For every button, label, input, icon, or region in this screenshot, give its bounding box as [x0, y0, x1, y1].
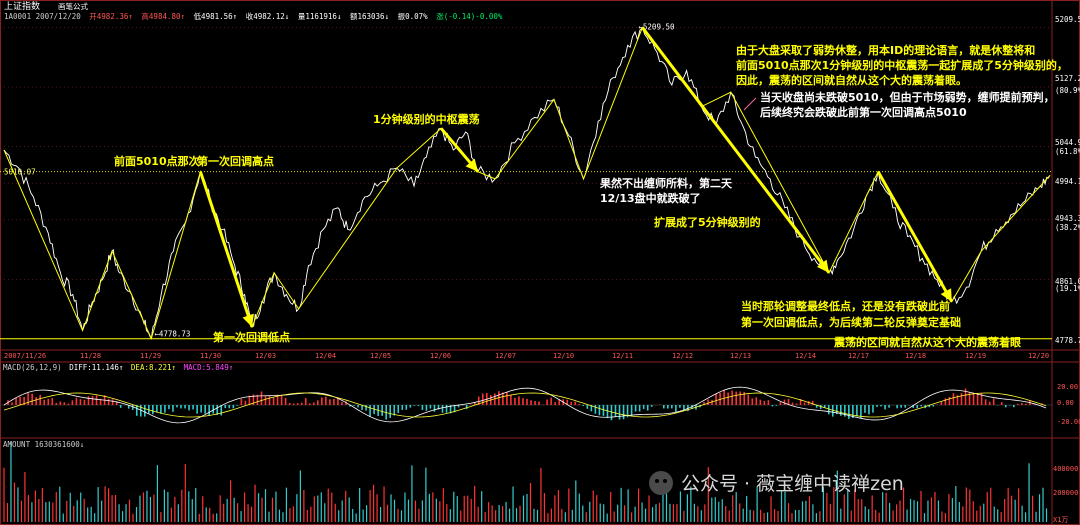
axis-tick-7: (38.2%) [1055, 223, 1080, 232]
macd-tick-2: -20.00 [1057, 418, 1080, 426]
axis-tick-0: 5209.5 [1055, 15, 1080, 24]
date-label-4: 12/03 [255, 352, 276, 360]
annotation-a7: 因此，震荡的区间就自然从这个大的震荡着眼。 [736, 73, 967, 87]
macd-tick-1: 0.00 [1057, 399, 1074, 407]
date-label-3: 11/30 [200, 352, 221, 360]
annotation-a12: 扩展成了5分钟级别的 [654, 215, 761, 229]
stroke-segments [3, 26, 1051, 340]
high-value: 高4984.80↑ [141, 11, 185, 21]
wechat-icon [649, 471, 673, 495]
peak-label: ←5209.50 [638, 23, 675, 32]
date-label-11: 12/12 [672, 352, 693, 360]
macd-tick-0: 20.00 [1057, 383, 1078, 391]
annotation-a8: 当天收盘尚未跌破5010，但由于市场弱势，缠师提前预判， [760, 90, 1055, 104]
range-value: 振0.07% [398, 11, 429, 21]
index-title: 上证指数 [4, 0, 40, 12]
annotation-a1: 前面5010点那次 [114, 154, 200, 168]
trend-arrowhead-2 [816, 259, 830, 273]
annotation-a10: 果然不出缠师所料，第二天 [599, 176, 733, 190]
date-label-12: 12/13 [730, 352, 751, 360]
date-label-7: 12/06 [430, 352, 451, 360]
date-label-8: 12/07 [495, 352, 516, 360]
axis-tick-10: 4778.7 [1055, 336, 1080, 345]
axis-tick-4: (61.8%) [1055, 147, 1080, 156]
macd-diff-line [3, 386, 1047, 424]
formula-label: 画笔公式 [58, 1, 88, 11]
annotation-a2: 第一次回调高点 [197, 154, 274, 168]
header: 上证指数 画笔公式 1A0001 2007/12/20 开4982.36↑ 高4… [4, 0, 503, 21]
volume-value: 量1161916↓ [298, 12, 342, 21]
volume-tick-1: 200000 [1053, 489, 1078, 497]
amount-header: AMOUNT 1630361600↓ [3, 440, 84, 449]
annotation-a15: 震荡的区间就自然从这个大的震荡着眼 [833, 335, 1021, 349]
quote-line: 1A0001 2007/12/20 开4982.36↑ 高4984.80↑ 低4… [4, 11, 503, 21]
axis-tick-2: (80.9%) [1055, 86, 1080, 95]
annotation-a14: 第一次回调低点，为后续第二轮反弹奠定基础 [741, 315, 961, 329]
trend-arrows [3, 26, 1051, 340]
code-date: 1A0001 2007/12/20 [4, 12, 81, 21]
annotation-a4: 1分钟级别的中枢震荡 [373, 112, 480, 126]
date-label-1: 11/28 [80, 352, 101, 360]
date-label-10: 12/11 [612, 352, 633, 360]
date-label-0: 2007/11/26 [4, 352, 46, 360]
price-gridlines: 5010.07 [0, 27, 1052, 340]
axis-tick-5: 4994.1 [1055, 177, 1080, 186]
watermark: 公众号 · 薇宝缠中读禅zen [649, 471, 904, 495]
open-value: 开4982.36↑ [89, 12, 133, 21]
change-value: 涨(-0.14)-0.00% [436, 11, 503, 21]
annotation-a9: 后续终究会跌破此前第一次回调高点5010 [760, 105, 967, 119]
low-label: ←4778.73 [154, 330, 190, 339]
date-label-5: 12/04 [315, 352, 336, 360]
date-label-14: 12/17 [848, 352, 869, 360]
axis-tick-3: 5044.9 [1055, 138, 1080, 147]
low-value: 低4981.56↑ [194, 11, 238, 21]
reference-label: 5010.07 [4, 168, 36, 177]
axis-tick-1: 5127.2 [1055, 74, 1080, 83]
annotation-a5: 由于大盘采取了弱势休整，用本ID的理论语言，就是休整将和 [736, 43, 1035, 57]
date-label-9: 12/10 [553, 352, 574, 360]
volume-tick-2: X1万 [1053, 516, 1068, 524]
watermark-text: 公众号 · 薇宝缠中读禅zen [681, 473, 904, 495]
macd-dea-line [3, 392, 1047, 418]
date-label-15: 12/18 [905, 352, 926, 360]
annotation-a3: 第一次回调低点 [213, 330, 290, 344]
date-axis: 2007/11/26 11/28 11/29 11/30 12/03 12/04 12/05… [4, 352, 1049, 360]
macd-header: MACD(26,12,9) DIFF:11.146↑ DEA:8.221↑ MA… [3, 363, 233, 372]
annotation-a13: 当时那轮调整最终低点，还是没有跌破此前 [741, 299, 950, 313]
axis-tick-9: (19.1%) [1055, 284, 1080, 293]
axis-tick-8: 4861.0 [1055, 277, 1080, 286]
annotation-a11: 12/13盘中就跌破了 [600, 191, 701, 205]
date-label-16: 12/19 [965, 352, 986, 360]
annotation-a6: 前面5010点那次1分钟级别的中枢震荡一起扩展成了5分钟级别的， [736, 58, 1068, 72]
date-label-17: 12/20 [1028, 352, 1049, 360]
date-label-2: 11/29 [140, 352, 161, 360]
trend-arrow-2 [641, 26, 831, 274]
date-label-13: 12/14 [795, 352, 816, 360]
macd-lines [3, 386, 1047, 424]
date-label-6: 12/05 [370, 352, 391, 360]
volume-bars [3, 441, 1048, 522]
annotation-pointer [743, 97, 757, 111]
amount-value: 额163036↓ [350, 11, 389, 21]
trend-arrowhead-3 [940, 288, 952, 302]
axis-tick-6: 4943.3 [1055, 214, 1080, 223]
close-value: 收4982.12↓ [246, 11, 290, 21]
right-axis: 5209.5 5127.2 (80.9%) 5044.9(61.8%) 4994.1 49… [1053, 15, 1080, 524]
volume-tick-0: 400000 [1053, 465, 1078, 473]
